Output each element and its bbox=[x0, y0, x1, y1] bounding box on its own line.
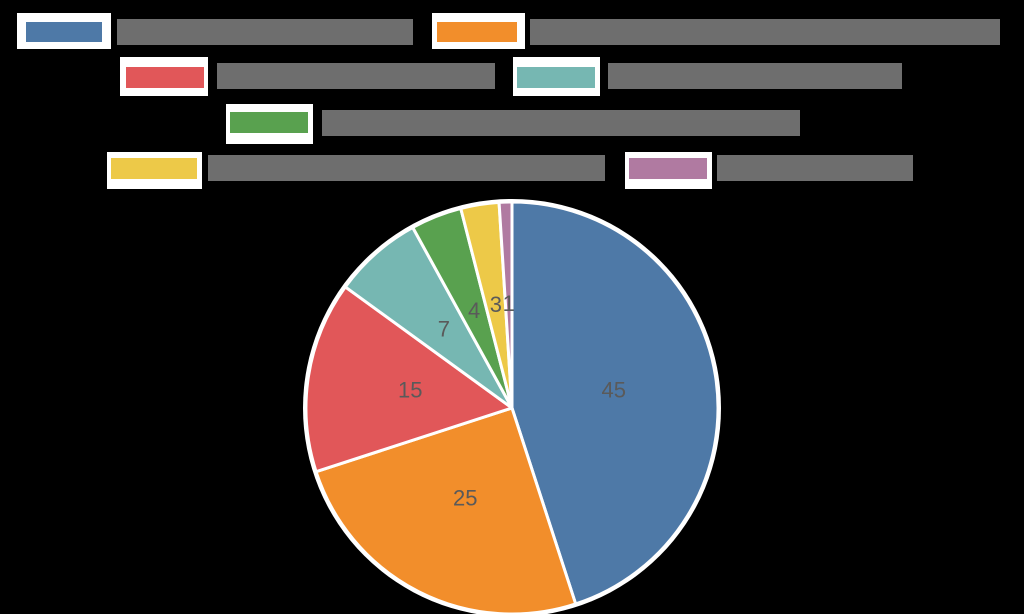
pie-slice[interactable] bbox=[314, 406, 578, 614]
legend-swatch-4 bbox=[517, 67, 595, 88]
slice-value-label: 7 bbox=[438, 317, 450, 342]
pie-slice[interactable] bbox=[497, 200, 514, 410]
pie-slice[interactable] bbox=[510, 200, 720, 606]
legend-swatch-2 bbox=[437, 22, 517, 42]
pie-slice[interactable] bbox=[304, 285, 514, 474]
slice-value-label: 45 bbox=[601, 378, 625, 403]
slice-value-label: 25 bbox=[453, 486, 477, 511]
legend-swatch-6 bbox=[111, 158, 197, 179]
slice-value-label: 15 bbox=[398, 378, 422, 403]
legend-label-1 bbox=[117, 19, 413, 45]
slice-value-label: 4 bbox=[468, 298, 480, 323]
legend-label-3 bbox=[217, 63, 495, 89]
legend-label-5 bbox=[322, 110, 800, 136]
legend-label-2 bbox=[530, 19, 1000, 45]
legend-label-7 bbox=[717, 155, 913, 181]
legend-label-4 bbox=[608, 63, 902, 89]
slice-value-label: 3 bbox=[490, 292, 502, 317]
legend-swatch-5 bbox=[230, 112, 308, 133]
legend-swatch-7 bbox=[629, 158, 707, 179]
slice-value-label: 1 bbox=[503, 291, 515, 316]
legend-swatch-3 bbox=[126, 67, 204, 88]
legend-swatch-1 bbox=[26, 22, 102, 42]
legend-label-6 bbox=[208, 155, 605, 181]
